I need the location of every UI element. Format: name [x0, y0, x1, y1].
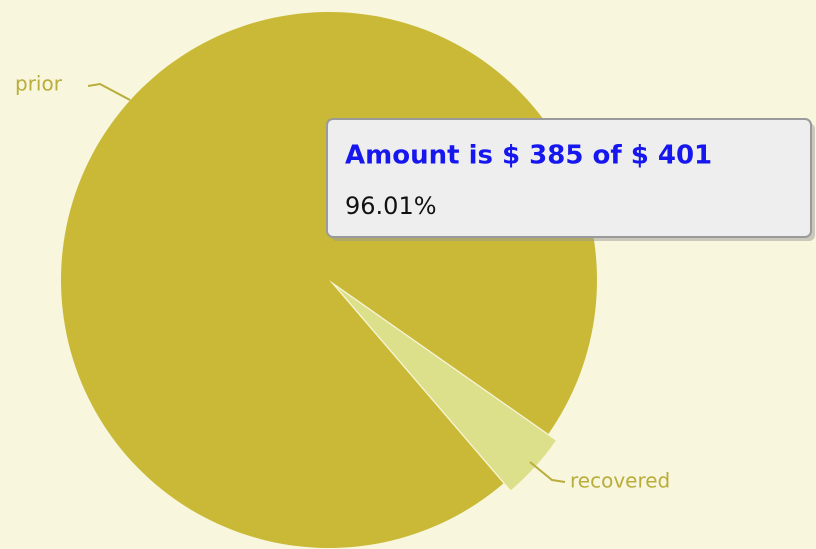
tooltip: Amount is $ 385 of $ 401 96.01% [326, 118, 815, 241]
leader-line [529, 461, 566, 483]
pie-slice [336, 286, 556, 491]
tooltip-title: Amount is $ 385 of $ 401 [345, 141, 712, 171]
slice-label: recovered [570, 469, 670, 493]
slice-label: prior [15, 72, 63, 96]
leader-line [87, 82, 131, 101]
labels: prior recovered [15, 72, 670, 493]
tooltip-box [326, 118, 812, 238]
slices [60, 12, 597, 548]
tooltip-text: 96.01% [345, 192, 437, 220]
